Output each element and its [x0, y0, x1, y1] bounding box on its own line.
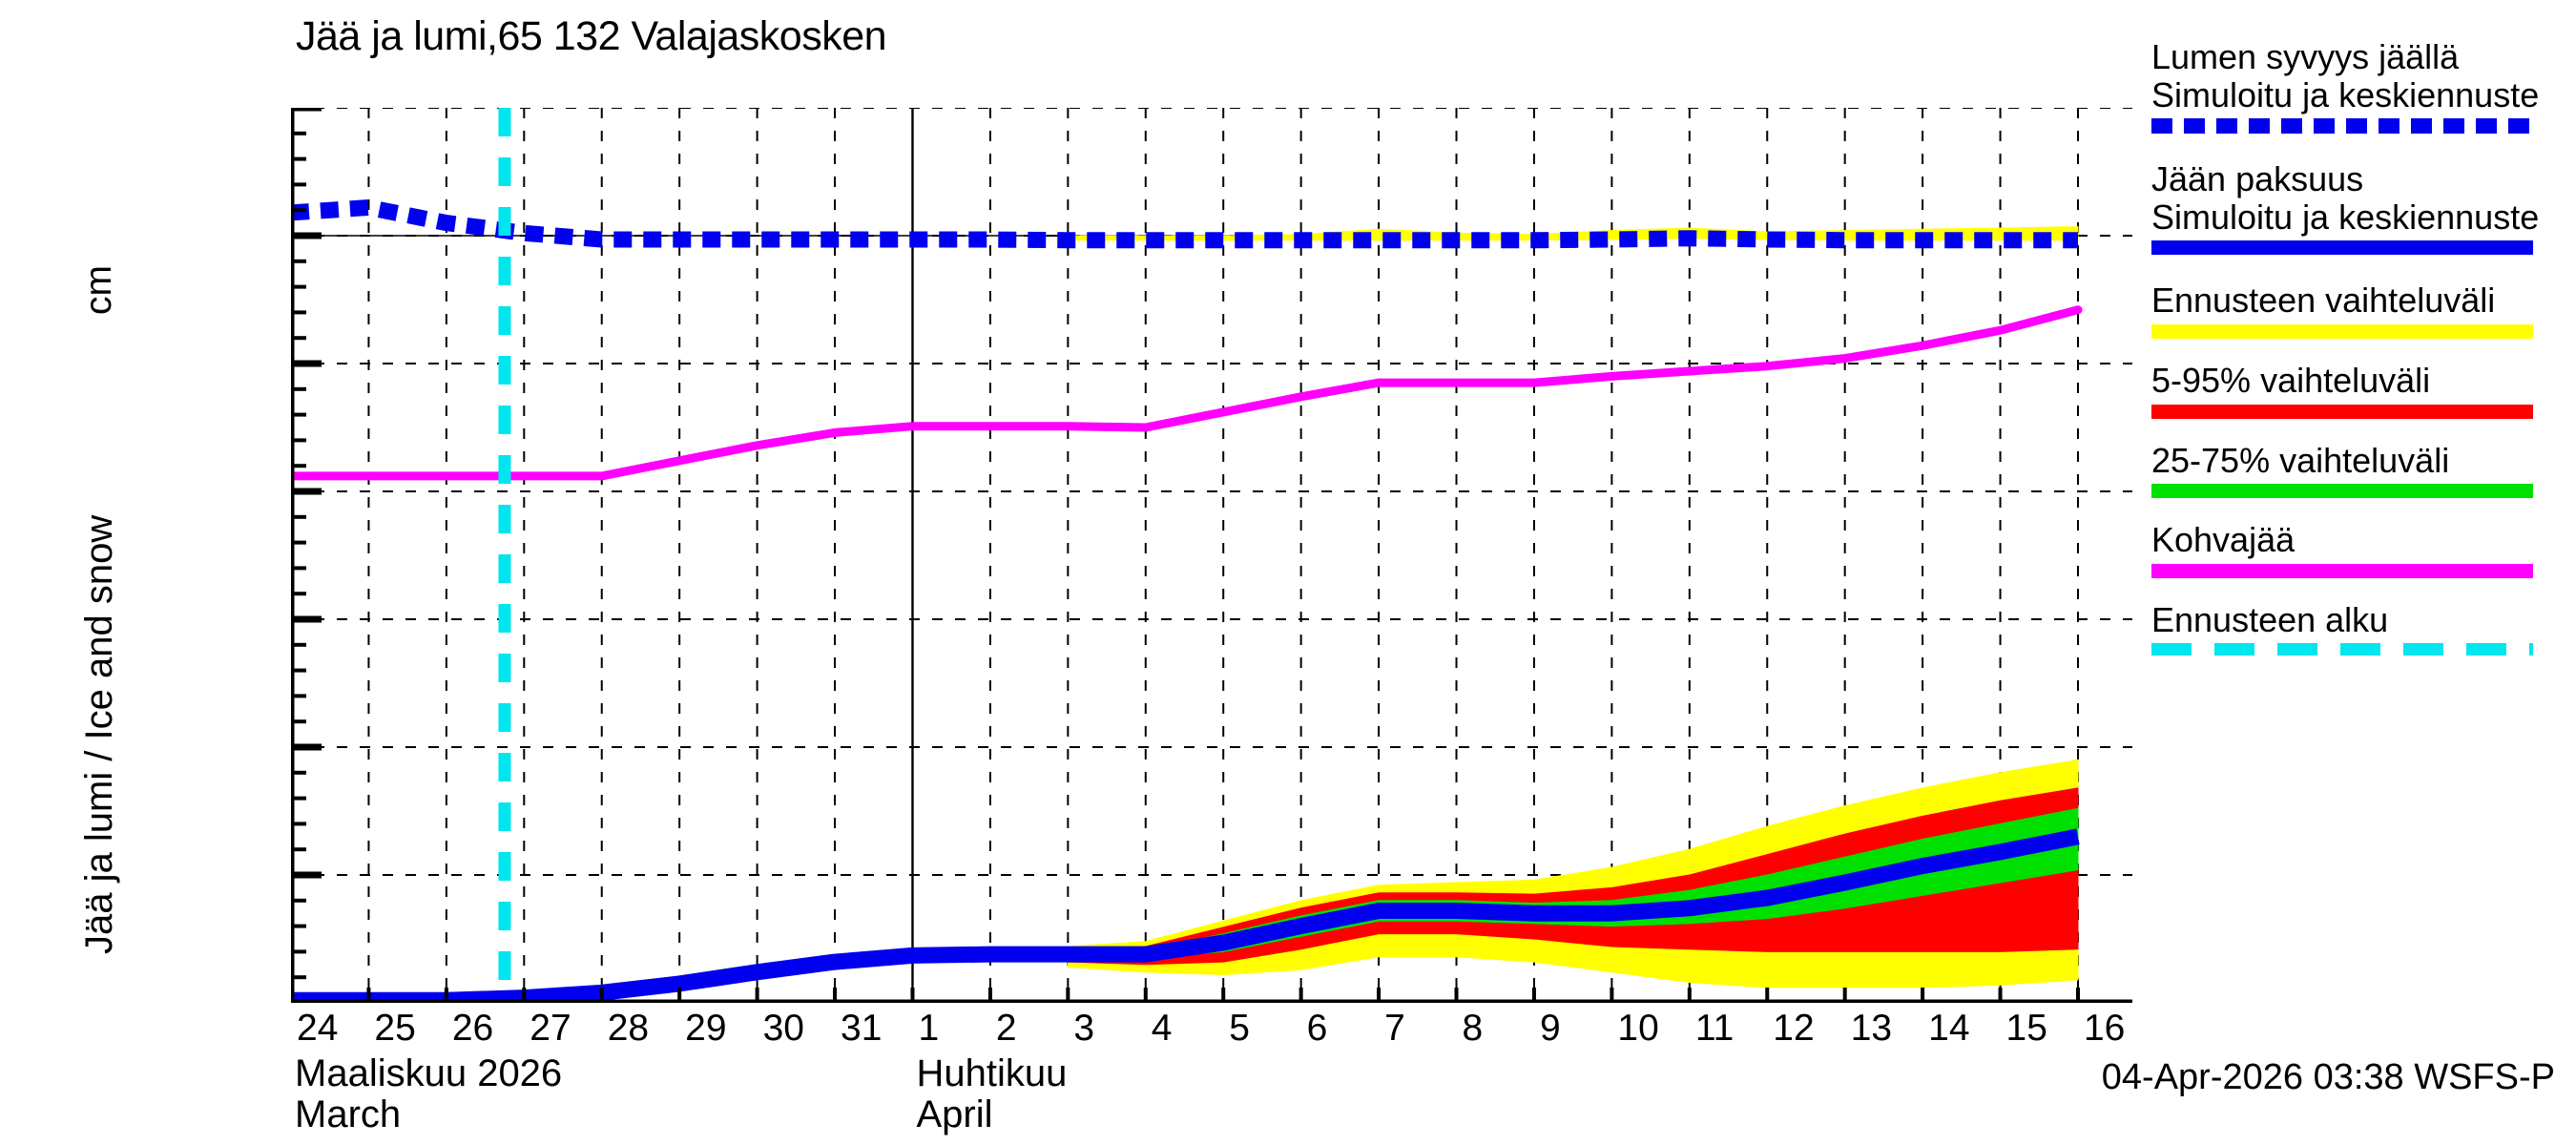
x-tick-label: 2 [995, 1008, 1017, 1049]
plot-area[interactable] [291, 108, 2132, 1003]
x-tick-label: 6 [1306, 1008, 1328, 1049]
legend-label: 25-75% vaihteluväli [2151, 440, 2450, 480]
month-label-en: March [295, 1093, 402, 1136]
legend-swatch-forecast-range [2151, 323, 2533, 339]
ice-thickness-line [291, 828, 2080, 1003]
y-axis-unit: cm [78, 265, 119, 315]
x-tick-label: 28 [607, 1008, 650, 1049]
legend-swatch-forecast-start [2151, 643, 2533, 656]
x-tick-label: 26 [451, 1008, 494, 1049]
x-tick-label: 10 [1617, 1008, 1659, 1049]
snow-depth-line [291, 198, 2078, 249]
legend-label: Ennusteen vaihteluväli [2151, 281, 2496, 321]
legend-swatch-ice-thickness [2151, 240, 2533, 256]
page-title: Jää ja lumi,65 132 Valajaskosken [296, 13, 887, 59]
y-axis-title: Jää ja lumi / Ice and snow [78, 514, 120, 954]
month-label-fi: Maaliskuu 2026 [295, 1052, 563, 1094]
legend-sublabel: Simuloitu ja keskiennuste [2151, 197, 2540, 237]
x-tick-label: 25 [374, 1008, 416, 1049]
x-tick-label: 3 [1073, 1008, 1095, 1049]
x-tick-label: 7 [1384, 1008, 1405, 1049]
x-tick-label: 8 [1462, 1008, 1484, 1049]
month-label-block: Huhtikuu April [916, 1052, 1068, 1136]
x-tick-label: 12 [1773, 1008, 1815, 1049]
legend-item-range-5-95[interactable]: 5-95% vaihteluväli [2151, 362, 2576, 419]
x-tick-label: 13 [1850, 1008, 1893, 1049]
axis-frame [291, 108, 2132, 1003]
x-tick-label: 16 [2083, 1008, 2126, 1049]
legend-label: Ennusteen alku [2151, 599, 2389, 639]
legend-swatch-slush-ice [2151, 563, 2533, 578]
x-tick-label: 9 [1539, 1008, 1561, 1049]
x-tick-label: 30 [762, 1008, 804, 1049]
legend-label: Jään paksuus [2151, 159, 2364, 199]
legend-item-range-25-75[interactable]: 25-75% vaihteluväli [2151, 440, 2576, 499]
x-tick-label: 27 [530, 1008, 571, 1049]
legend-swatch-range-5-95 [2151, 404, 2533, 419]
legend-item-ice-thickness[interactable]: Jään paksuus Simuloitu ja keskiennuste [2151, 159, 2576, 256]
legend-item-forecast-range[interactable]: Ennusteen vaihteluväli [2151, 281, 2576, 339]
x-tick-label: 5 [1229, 1008, 1250, 1049]
legend-swatch-snow-depth-on-ice [2151, 118, 2533, 135]
x-tick-label: 1 [918, 1008, 940, 1049]
legend-label: 5-95% vaihteluväli [2151, 360, 2431, 400]
legend-sublabel: Simuloitu ja keskiennuste [2151, 74, 2540, 114]
x-tick-label: 31 [841, 1008, 883, 1049]
x-tick-label: 15 [2005, 1008, 2047, 1049]
legend-item-slush-ice[interactable]: Kohvajää [2151, 521, 2576, 578]
chart-legend: Lumen syvyys jäällä Simuloitu ja keskienn… [2151, 38, 2576, 678]
x-tick-label: 24 [297, 1008, 339, 1049]
legend-label: Kohvajää [2151, 520, 2296, 560]
x-tick-label: 29 [685, 1008, 727, 1049]
legend-item-snow-depth-on-ice[interactable]: Lumen syvyys jäällä Simuloitu ja keskienn… [2151, 37, 2576, 135]
month-label-fi: Huhtikuu [916, 1052, 1068, 1094]
slush-ice-line [291, 305, 2083, 481]
month-label-en: April [916, 1093, 993, 1136]
legend-swatch-range-25-75 [2151, 484, 2533, 499]
x-tick-label: 11 [1694, 1008, 1735, 1049]
month-label-block: Maaliskuu 2026 March [295, 1052, 563, 1136]
chart-canvas [291, 108, 2132, 1003]
timestamp-stamp: 04-Apr-2026 03:38 WSFS-P [2101, 1057, 2555, 1097]
x-tick-label: 4 [1151, 1008, 1173, 1049]
legend-label: Lumen syvyys jäällä [2151, 37, 2460, 76]
x-tick-label: 14 [1928, 1008, 1970, 1049]
legend-item-forecast-start[interactable]: Ennusteen alku [2151, 601, 2576, 656]
